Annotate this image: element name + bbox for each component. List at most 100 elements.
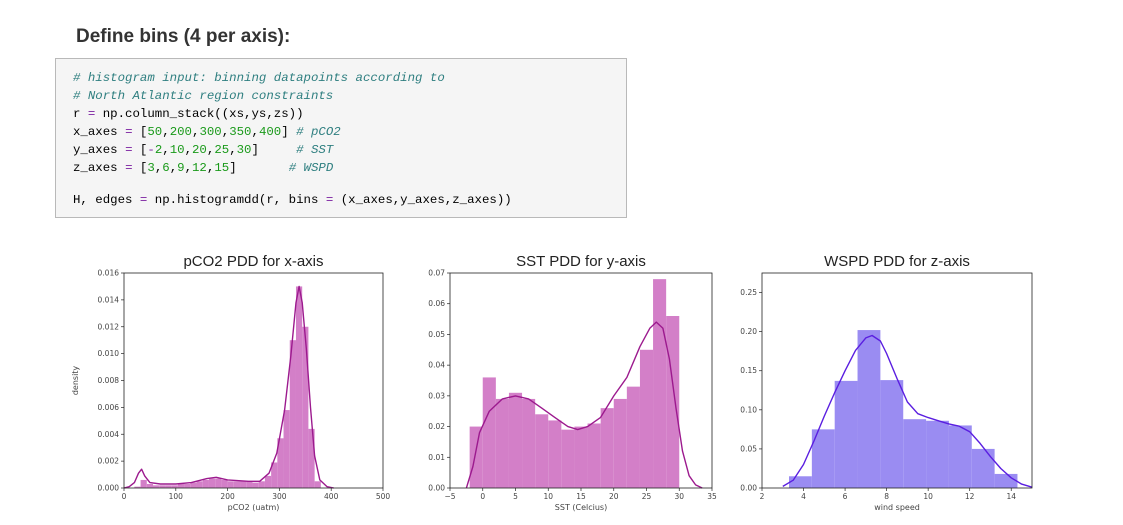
code-token: # North Atlantic region constraints	[73, 89, 334, 103]
histogram-bar	[202, 479, 209, 488]
code-line: z_axes = [3,6,9,12,15] # WSPD	[73, 159, 626, 177]
code-token: # histogram input: binning datapoints ac…	[73, 71, 445, 85]
histogram-bar	[926, 420, 949, 488]
histogram-bar	[252, 482, 259, 488]
code-token: 6	[162, 161, 170, 175]
code-token: 2	[154, 143, 163, 157]
histogram-bar	[508, 392, 523, 488]
code-token: (x_axes,y_axes,z_axes))	[333, 193, 512, 207]
y-tick-label: 0.25	[740, 288, 757, 297]
histogram-bar	[857, 330, 881, 488]
code-token: 20	[192, 143, 207, 157]
x-tick-label: 300	[272, 492, 287, 501]
code-line: # histogram input: binning datapoints ac…	[73, 69, 626, 87]
code-token: 9	[177, 161, 185, 175]
x-tick-label: 14	[1006, 492, 1016, 501]
x-tick-label: 0	[480, 492, 485, 501]
code-token: =	[325, 193, 334, 207]
x-tick-label: 12	[965, 492, 975, 501]
section-heading: Define bins (4 per axis):	[76, 26, 291, 47]
x-tick-label: 200	[220, 492, 235, 501]
histogram-bar	[215, 478, 222, 488]
code-token: [	[132, 143, 148, 157]
histogram-bar	[971, 448, 995, 488]
chart-title: pCO2 PDD for x-axis	[183, 253, 323, 270]
histogram-bar	[561, 429, 575, 488]
histogram-bar	[277, 438, 284, 488]
code-token: =	[125, 143, 133, 157]
histogram-bar	[153, 485, 160, 488]
histogram-bar	[811, 429, 835, 488]
code-token: 12	[192, 161, 207, 175]
histogram-bar	[482, 377, 496, 488]
x-tick-label: 0	[122, 492, 127, 501]
x-tick-label: 2	[760, 492, 765, 501]
histogram-bar	[308, 428, 315, 488]
code-token: ,	[169, 161, 178, 175]
code-token: ,	[221, 125, 230, 139]
histogram-bar	[903, 419, 927, 488]
y-tick-label: 0.014	[98, 295, 120, 304]
histogram-bar	[227, 481, 234, 488]
x-axis-label: SST (Celcius)	[555, 503, 607, 512]
code-token: 400	[258, 125, 282, 139]
histogram-bar	[196, 481, 203, 488]
code-token: ]	[281, 125, 297, 139]
code-token: =	[125, 161, 133, 175]
y-tick-label: 0.05	[428, 330, 445, 339]
code-line: H, edges = np.histogramdd(r, bins = (x_a…	[73, 191, 626, 209]
y-tick-label: 0.04	[428, 361, 445, 370]
code-token: ,	[206, 143, 215, 157]
code-token: 10	[169, 143, 185, 157]
plot-frame	[761, 272, 1033, 489]
x-axis-label: pCO2 (uatm)	[228, 503, 280, 512]
code-token: 350	[229, 125, 252, 139]
x-tick-label: 100	[169, 492, 184, 501]
code-line: x_axes = [50,200,300,350,400] # pCO2	[73, 123, 626, 141]
y-tick-label: 0.002	[98, 457, 120, 466]
histogram-bar	[283, 410, 290, 488]
code-token: np.histogramdd(r, bins	[147, 193, 326, 207]
histogram-bar	[165, 485, 172, 488]
histogram-bar	[184, 483, 191, 488]
histogram-bar	[258, 481, 265, 488]
code-token: y_axes	[73, 143, 126, 157]
code-token: ,	[251, 125, 259, 139]
y-tick-label: 0.000	[98, 484, 120, 493]
histogram-bar	[208, 478, 216, 488]
histogram-bar	[469, 426, 483, 488]
y-tick-label: 0.07	[428, 269, 445, 278]
y-tick-label: 0.00	[428, 484, 445, 493]
chart-title: SST PDD for y-axis	[516, 253, 646, 270]
histogram-bar	[574, 426, 588, 488]
y-tick-label: 0.05	[740, 444, 757, 453]
code-token: 200	[169, 125, 192, 139]
code-token: z_axes	[73, 161, 126, 175]
chart-svg: SST PDD for y-axis −5 0 5 10 15 20 25 30 35 0.00 0.…	[428, 253, 717, 512]
code-token: =	[125, 125, 133, 139]
x-tick-label: 8	[884, 492, 889, 501]
code-token: ]	[251, 143, 297, 157]
code-token: 30	[236, 143, 252, 157]
chart-sst: SST PDD for y-axis −5 0 5 10 15 20 25 30 35 0.00 0.…	[420, 243, 720, 518]
x-tick-label: 30	[674, 492, 684, 501]
histogram-bar	[495, 398, 509, 488]
code-cell[interactable]: # histogram input: binning datapoints ac…	[55, 58, 627, 218]
histogram-bar	[639, 349, 654, 488]
code-token: np.column_stack((xs,ys,zs))	[95, 107, 304, 121]
code-line: y_axes = [-2,10,20,25,30] # SST	[73, 141, 626, 159]
histogram-bar	[240, 481, 247, 488]
histogram-bar	[171, 485, 178, 488]
chart-pco2: pCO2 PDD for x-axis 0 100 200 300 400 500 0.000…	[68, 243, 398, 518]
code-token: ,	[154, 161, 163, 175]
kde-line	[465, 321, 703, 489]
y-tick-label: 0.016	[98, 269, 120, 278]
x-tick-label: 5	[513, 492, 518, 501]
chart-title: WSPD PDD for z-axis	[824, 253, 970, 270]
histogram-bar	[548, 420, 562, 488]
code-line: # North Atlantic region constraints	[73, 87, 626, 105]
code-token: # pCO2	[296, 125, 341, 139]
histogram-bar	[271, 462, 278, 488]
histogram-bar	[134, 486, 141, 488]
code-token: r	[73, 107, 88, 121]
